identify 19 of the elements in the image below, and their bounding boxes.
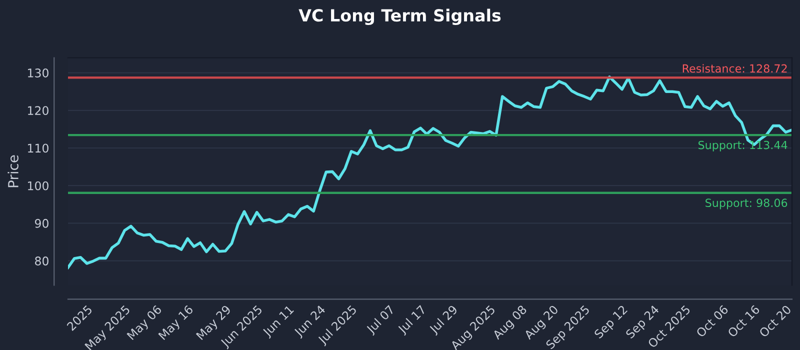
y-tick-label: 100 — [28, 181, 48, 190]
x-tick-label: Oct 06 — [696, 304, 729, 338]
x-tick-label: Oct 20 — [758, 304, 792, 338]
chart-title: VC Long Term Signals — [298, 8, 501, 26]
y-tick-label: 130 — [28, 68, 48, 78]
y-tick-label: 120 — [28, 106, 48, 116]
y-tick-label: 110 — [28, 144, 48, 153]
ref-line-label: Support: 113.44 — [698, 140, 788, 152]
y-tick-label: 90 — [34, 218, 48, 228]
line-series — [68, 76, 792, 269]
ref-line-label: Support: 98.06 — [706, 198, 788, 210]
y-axis-title: Price — [8, 155, 18, 188]
x-tick-label: Jul 07 — [365, 304, 396, 336]
y-tick-label: 80 — [35, 256, 48, 266]
x-tick-label: Jun 11 — [262, 305, 296, 339]
x-tick-label: Jul 29 — [428, 304, 460, 336]
ref-line-label: Resistance: 128.72 — [682, 64, 787, 73]
x-tick-label: Oct 16 — [727, 304, 760, 338]
x-tick-label: Jul 17 — [396, 304, 428, 336]
